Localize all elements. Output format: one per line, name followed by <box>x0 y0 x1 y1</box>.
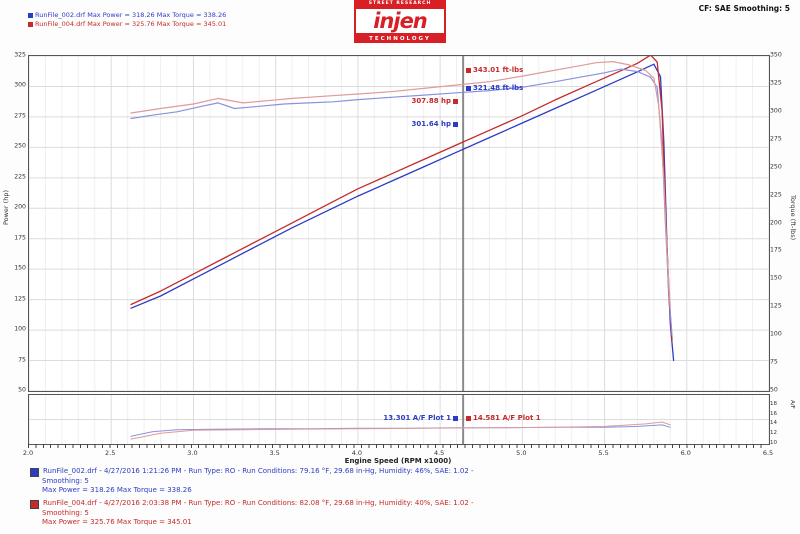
cursor-power-blue-label: 301.64 hp <box>412 120 458 128</box>
run1-max-values: Max Power = 318.26 Max Torque = 338.26 <box>42 486 192 494</box>
x-axis-ruler <box>28 444 768 448</box>
tick-label: 14 <box>770 420 777 427</box>
logo-technology: TECHNOLOGY <box>354 35 446 43</box>
tick-label: 325 <box>770 79 782 87</box>
curve-torque-runfile-002 <box>130 68 673 336</box>
run2-legend-checkbox[interactable] <box>30 500 39 509</box>
correction-settings: CF: SAE Smoothing: 5 <box>698 4 790 13</box>
run2-smoothing: Smoothing: 5 <box>42 509 89 517</box>
tick-label: 75 <box>18 356 26 364</box>
run1-color-swatch-icon <box>28 13 33 18</box>
tick-label: 6.0 <box>680 449 691 457</box>
tick-label: 50 <box>770 386 778 394</box>
curve-torque-runfile-004 <box>130 60 671 308</box>
tick-label: 3.0 <box>187 449 198 457</box>
main-plot <box>28 55 770 392</box>
cursor-afr-red-label: 14.581 A/F Plot 1 <box>466 414 541 422</box>
cursor-afr-blue-label: 13.301 A/F Plot 1 <box>383 414 458 422</box>
injen-logo: STREET RESEARCH injen TECHNOLOGY <box>354 0 446 43</box>
logo-wordmark: injen <box>354 7 446 35</box>
x-axis-title: Engine Speed (RPM x1000) <box>344 457 452 465</box>
tick-label: 150 <box>14 264 26 272</box>
tick-label: 4.5 <box>433 449 445 457</box>
summary-run-2-text: RunFile_004.drf Max Power = 325.76 Max T… <box>35 20 227 28</box>
tick-label: 200 <box>770 219 782 226</box>
red-marker-icon <box>453 98 458 104</box>
legend-run-2: RunFile_004.drf - 4/27/2016 2:03:38 PM -… <box>30 499 768 527</box>
blue-marker-icon <box>453 415 458 421</box>
tick-label: 325 <box>14 51 26 59</box>
afr-axis-ticks: 18 16 14 12 10 <box>770 394 786 446</box>
tick-label: 175 <box>14 234 26 242</box>
tick-label: 12 <box>770 430 777 437</box>
run1-conditions: RunFile_002.drf - 4/27/2016 1:21:26 PM -… <box>43 467 474 475</box>
afr-axis-title: A/F <box>789 400 795 409</box>
tick-label: 300 <box>770 107 782 115</box>
tick-label: 125 <box>14 295 26 303</box>
tick-label: 18 <box>770 400 777 407</box>
tick-label: 50 <box>18 386 26 394</box>
run2-conditions: RunFile_004.drf - 4/27/2016 2:03:38 PM -… <box>43 499 474 507</box>
run2-max-values: Max Power = 325.76 Max Torque = 345.01 <box>42 518 192 526</box>
run1-smoothing: Smoothing: 5 <box>42 477 89 485</box>
power-axis-ticks: 325 300 275 250 225 200 175 150 125 100 75 50 <box>4 51 26 394</box>
tick-label: 225 <box>14 173 26 181</box>
curve-a-f-runfile-004 <box>130 421 671 440</box>
tick-label: 250 <box>770 163 782 171</box>
tick-label: 275 <box>14 112 26 120</box>
tick-label: 275 <box>770 135 782 143</box>
tick-label: 100 <box>770 330 782 338</box>
tick-label: 5.0 <box>516 449 527 457</box>
tick-label: 250 <box>14 142 26 150</box>
run1-legend-checkbox[interactable] <box>30 468 39 477</box>
tick-label: 125 <box>770 302 782 310</box>
tick-label: 3.5 <box>269 449 280 457</box>
summary-run-1: RunFile_002.drf Max Power = 318.26 Max T… <box>28 11 226 20</box>
curve-power-runfile-004 <box>130 56 673 341</box>
tick-label: 175 <box>770 246 782 254</box>
run2-color-swatch-icon <box>28 22 33 27</box>
tick-label: 16 <box>770 410 777 417</box>
cursor-torque-blue-label: 321.48 ft-lbs <box>466 84 523 92</box>
tick-label: 5.5 <box>598 449 609 457</box>
tick-label: 75 <box>770 358 778 366</box>
logo-street-research: STREET RESEARCH <box>354 0 446 7</box>
legend-run-1: RunFile_002.drf - 4/27/2016 1:21:26 PM -… <box>30 467 768 495</box>
tick-label: 300 <box>14 81 26 89</box>
cursor-power-red-label: 307.88 hp <box>412 97 458 105</box>
curve-power-runfile-002 <box>130 63 675 362</box>
blue-marker-icon <box>466 85 471 91</box>
tick-label: 150 <box>770 274 782 282</box>
torque-axis-ticks: 350 325 300 275 250 225 200 175 150 125 100 75 50 <box>770 51 792 394</box>
tick-label: 350 <box>770 51 782 59</box>
tick-label: 6.5 <box>762 449 774 457</box>
tick-label: 200 <box>14 203 26 211</box>
x-axis-ticks: 2.0 2.5 3.0 3.5 4.0 4.5 5.0 5.5 6.0 6.5 <box>23 449 773 457</box>
red-marker-icon <box>466 415 471 421</box>
summary-run-1-text: RunFile_002.drf Max Power = 318.26 Max T… <box>35 11 227 19</box>
red-marker-icon <box>466 67 471 73</box>
top-summary: RunFile_002.drf Max Power = 318.26 Max T… <box>28 11 226 29</box>
cursor-torque-red-label: 343.01 ft-lbs <box>466 66 523 74</box>
afr-plot <box>28 394 770 445</box>
torque-axis-title: Torque (ft-lbs) <box>789 195 797 241</box>
tick-label: 225 <box>770 191 782 199</box>
summary-run-2: RunFile_004.drf Max Power = 325.76 Max T… <box>28 20 226 29</box>
tick-label: 100 <box>14 325 26 333</box>
tick-label: 2.5 <box>105 449 116 457</box>
tick-label: 2.0 <box>22 449 34 457</box>
blue-marker-icon <box>453 121 458 127</box>
tick-label: 10 <box>770 440 777 446</box>
tick-label: 4.0 <box>351 449 363 457</box>
